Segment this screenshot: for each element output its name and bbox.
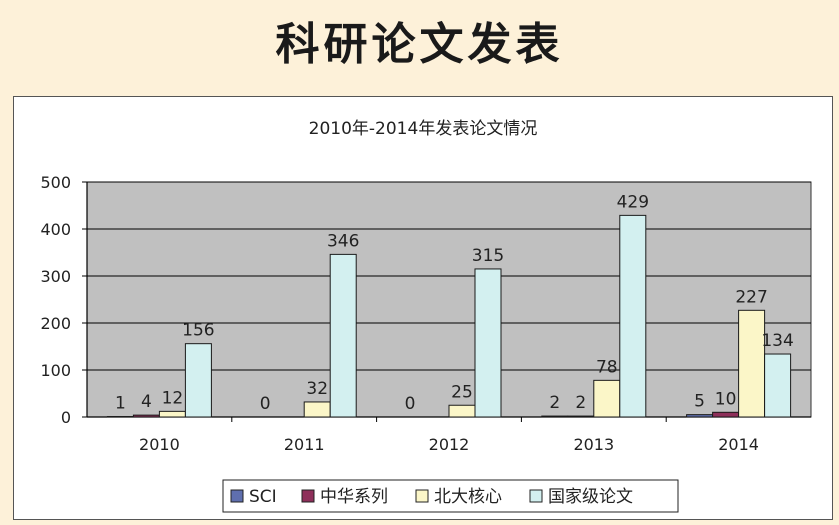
data-label: 32 [306,379,328,399]
data-label: 2 [549,393,560,413]
bar [567,415,595,418]
legend-label: 中华系列 [320,487,388,507]
bar [158,410,186,418]
data-label: 2 [575,393,586,413]
data-label: 156 [182,321,214,341]
data-label: 0 [405,394,416,414]
bar [132,414,160,418]
bar [541,415,569,418]
data-label: 227 [735,287,767,307]
legend-swatch [415,489,429,503]
bar [764,353,792,418]
x-tick-label: 2014 [718,435,759,454]
bar [686,414,714,418]
x-tick-label: 2013 [573,435,614,454]
data-label: 25 [451,382,473,402]
data-label: 134 [761,331,793,351]
data-label: 5 [694,392,705,412]
data-label: 315 [472,246,504,266]
data-label: 4 [141,392,152,412]
bar [184,343,212,418]
bar [329,253,357,418]
data-label: 429 [617,192,649,212]
data-label: 78 [596,357,618,377]
legend-swatch [301,489,315,503]
y-tick-label: 500 [40,173,71,192]
bar [303,401,331,418]
chart-title: 2010年-2014年发表论文情况 [309,119,538,139]
legend-swatch [230,489,244,503]
data-label: 346 [327,231,359,251]
x-tick-label: 2010 [139,435,180,454]
data-label: 10 [715,389,737,409]
data-label: 1 [115,394,126,414]
x-tick-label: 2011 [284,435,325,454]
legend-label: 北大核心 [434,487,502,507]
legend-swatch [529,489,543,503]
bar [448,404,476,418]
bar [712,411,740,418]
y-tick-label: 400 [40,220,71,239]
bar [474,268,502,418]
y-tick-label: 100 [40,361,71,380]
data-label: 0 [260,394,271,414]
legend-label: 国家级论文 [548,487,633,507]
page-title: 科研论文发表 [275,19,564,70]
bar [619,214,647,418]
legend-box [222,479,679,513]
data-label: 12 [162,388,184,408]
y-tick-label: 300 [40,267,71,286]
legend-label: SCI [249,487,277,507]
y-tick-label: 200 [40,314,71,333]
y-tick-label: 0 [61,408,71,427]
bar [738,309,766,418]
bar [593,379,621,418]
x-tick-label: 2012 [429,435,470,454]
